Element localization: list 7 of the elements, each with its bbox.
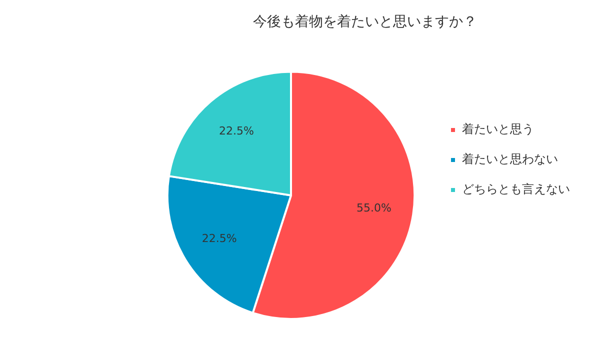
chart-title: 今後も着物を着たいと思いますか？ [253, 14, 477, 30]
data-label: 22.5% [202, 232, 237, 246]
legend-label: 着たいと思わない [462, 152, 558, 166]
data-label: 22.5% [218, 124, 254, 138]
legend-label: どちらとも言えない [462, 182, 570, 196]
data-label: 55.0% [356, 201, 392, 214]
legend-label: 着たいと思う [462, 122, 534, 136]
